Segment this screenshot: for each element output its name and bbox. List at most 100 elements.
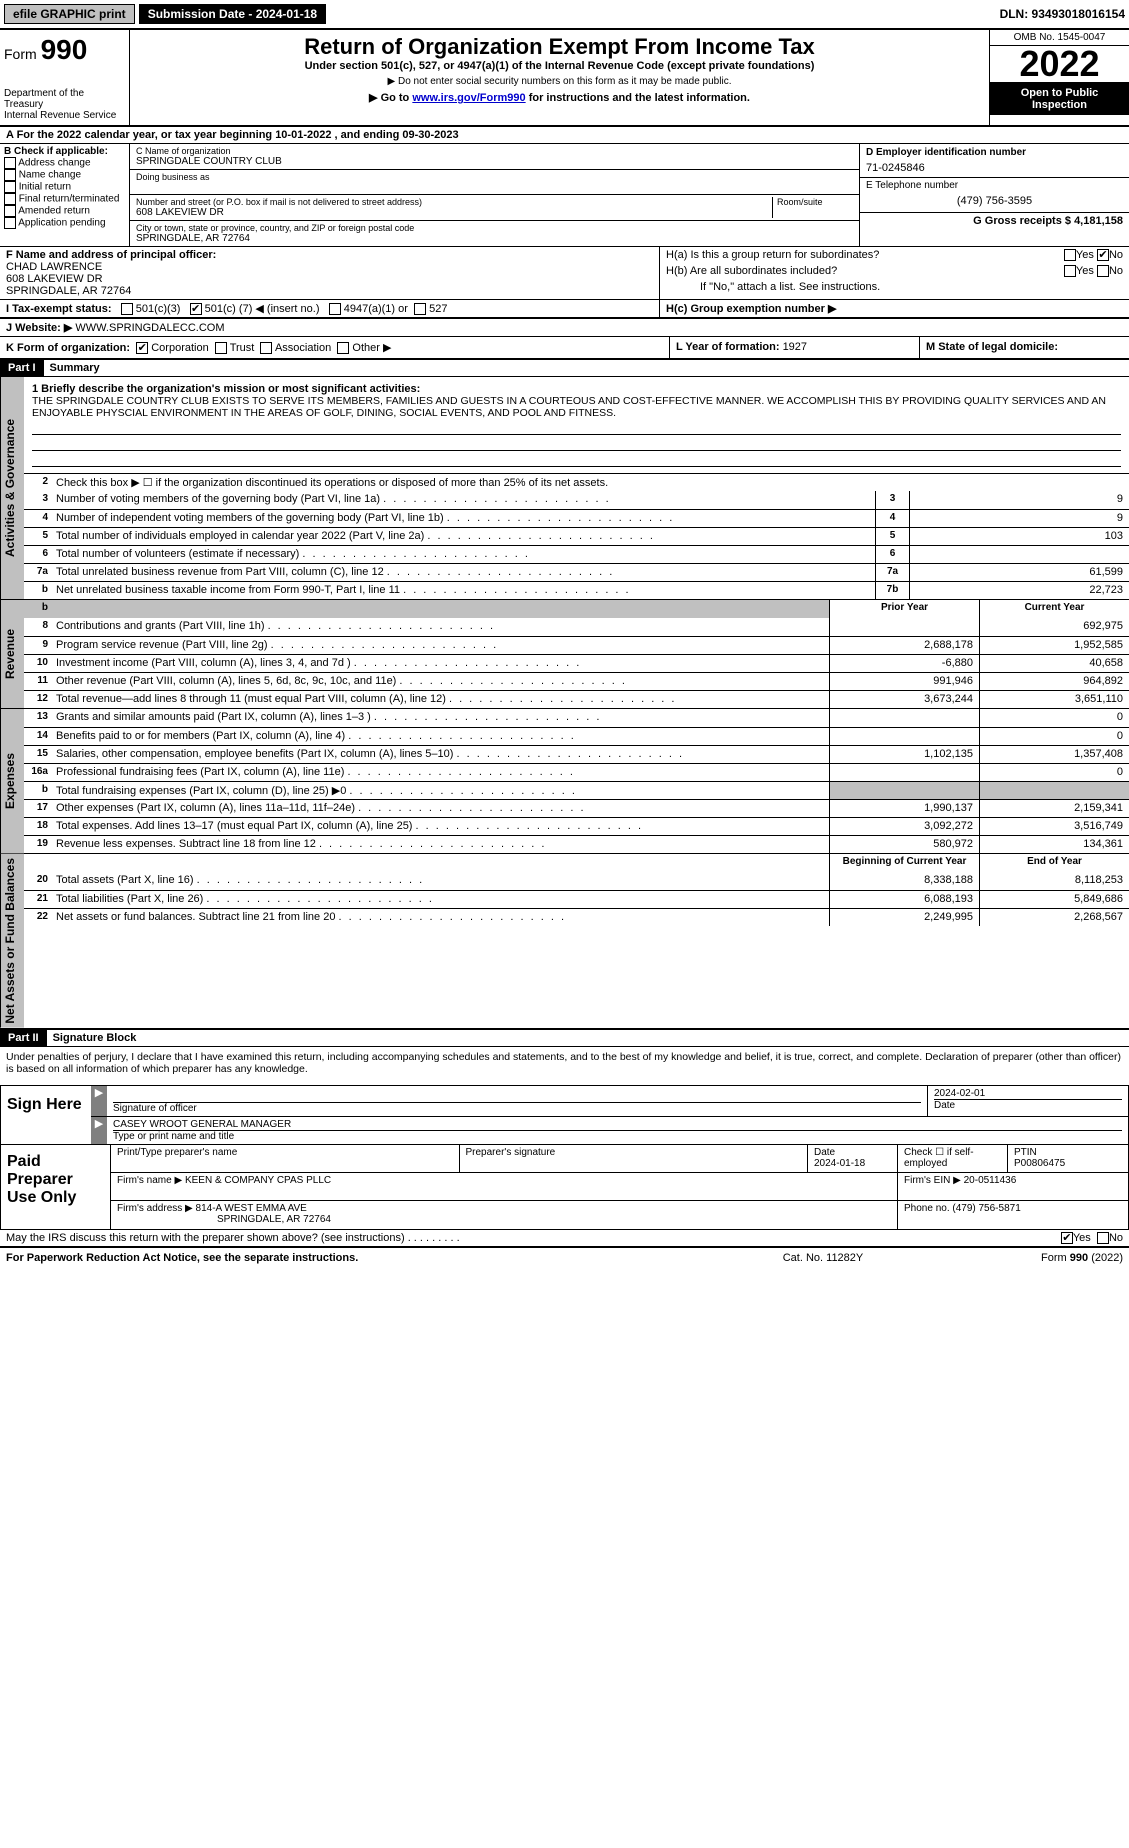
discuss-yes[interactable]: ✔ <box>1061 1232 1073 1244</box>
footer-mid: Cat. No. 11282Y <box>723 1252 923 1264</box>
line-num: 21 <box>24 891 52 908</box>
line-desc: Number of independent voting members of … <box>52 510 875 527</box>
officer-addr1: 608 LAKEVIEW DR <box>6 273 103 285</box>
line-desc: Total unrelated business revenue from Pa… <box>52 564 875 581</box>
line-value: 103 <box>909 528 1129 545</box>
ha-no[interactable]: ✔ <box>1097 249 1109 261</box>
opt-501c-post: ) ◀ (insert no.) <box>249 303 320 315</box>
dba-label: Doing business as <box>136 172 853 182</box>
gov-line-7a: 7aTotal unrelated business revenue from … <box>24 563 1129 581</box>
chk-address[interactable] <box>4 157 16 169</box>
phone-value: (479) 756-3595 <box>866 195 1123 207</box>
line-num: 16a <box>24 764 52 781</box>
sig-date-value: 2024-02-01 <box>934 1088 1122 1099</box>
line-desc: Net unrelated business taxable income fr… <box>52 582 875 599</box>
line-num: 6 <box>24 546 52 563</box>
irs-link[interactable]: www.irs.gov/Form990 <box>412 92 525 104</box>
addr-label: Number and street (or P.O. box if mail i… <box>136 197 768 207</box>
hb-label: H(b) Are all subordinates included? <box>666 265 837 277</box>
chk-corp[interactable]: ✔ <box>136 342 148 354</box>
chk-pending[interactable] <box>4 217 16 229</box>
chk-trust[interactable] <box>215 342 227 354</box>
chk-501c3[interactable] <box>121 303 133 315</box>
line-desc: Benefits paid to or for members (Part IX… <box>52 728 829 745</box>
line-desc: Number of voting members of the governin… <box>52 491 875 509</box>
type-name-label: Type or print name and title <box>113 1130 1122 1142</box>
penalty-text: Under penalties of perjury, I declare th… <box>0 1047 1129 1079</box>
chk-527[interactable] <box>414 303 426 315</box>
lbl-pending: Application pending <box>18 218 105 229</box>
form-org-label: K Form of organization: <box>6 342 130 354</box>
street-address: 608 LAKEVIEW DR <box>136 207 768 218</box>
prior-value: 8,338,188 <box>829 872 979 890</box>
year-formation: 1927 <box>783 341 807 353</box>
mission-block: 1 Briefly describe the organization's mi… <box>24 377 1129 473</box>
part1-header-row: Part I Summary <box>0 360 1129 377</box>
line-b: bTotal fundraising expenses (Part IX, co… <box>24 781 1129 799</box>
line-desc: Total number of volunteers (estimate if … <box>52 546 875 563</box>
line-desc: Total fundraising expenses (Part IX, col… <box>52 782 829 799</box>
side-netassets: Net Assets or Fund Balances <box>0 854 24 1028</box>
current-value: 3,651,110 <box>979 691 1129 708</box>
part1-badge: Part I <box>0 360 44 376</box>
prior-value: 580,972 <box>829 836 979 853</box>
form-title: Return of Organization Exempt From Incom… <box>134 34 985 60</box>
row-a-text: A For the 2022 calendar year, or tax yea… <box>6 129 459 141</box>
sig-date-label: Date <box>934 1099 1122 1111</box>
chk-assoc[interactable] <box>260 342 272 354</box>
prep-sig-label: Preparer's signature <box>460 1145 809 1172</box>
chk-final[interactable] <box>4 193 16 205</box>
line-value <box>909 546 1129 563</box>
sig-officer-label: Signature of officer <box>113 1102 921 1114</box>
firm-ein-label: Firm's EIN ▶ <box>904 1175 964 1186</box>
prior-value: 2,249,995 <box>829 909 979 926</box>
line2-desc: Check this box ▶ ☐ if the organization d… <box>52 474 1129 491</box>
current-value: 964,892 <box>979 673 1129 690</box>
line-box: 3 <box>875 491 909 509</box>
chk-initial[interactable] <box>4 181 16 193</box>
line-value: 61,599 <box>909 564 1129 581</box>
part1-title: Summary <box>44 360 106 376</box>
line-value: 9 <box>909 510 1129 527</box>
discuss-no[interactable] <box>1097 1232 1109 1244</box>
current-value: 5,849,686 <box>979 891 1129 908</box>
footer: For Paperwork Reduction Act Notice, see … <box>0 1247 1129 1268</box>
line-num: 12 <box>24 691 52 708</box>
chk-4947[interactable] <box>329 303 341 315</box>
chk-other[interactable] <box>337 342 349 354</box>
chk-name[interactable] <box>4 169 16 181</box>
line-box: 4 <box>875 510 909 527</box>
firm-ein: 20-0511436 <box>964 1175 1017 1186</box>
line-box: 7a <box>875 564 909 581</box>
hb-yes[interactable] <box>1064 265 1076 277</box>
prior-value: -6,880 <box>829 655 979 672</box>
gross-value: 4,181,158 <box>1074 215 1123 227</box>
hb-no[interactable] <box>1097 265 1109 277</box>
side-revenue: Revenue <box>0 600 24 708</box>
box-c: C Name of organization SPRINGDALE COUNTR… <box>130 144 859 246</box>
sign-here-table: Sign Here ▶ Signature of officer 2024-02… <box>0 1085 1129 1145</box>
firm-name-label: Firm's name ▶ <box>117 1175 185 1186</box>
opt-other: Other ▶ <box>352 342 391 354</box>
line-9: 9Program service revenue (Part VIII, lin… <box>24 636 1129 654</box>
current-value: 2,159,341 <box>979 800 1129 817</box>
firm-addr2: SPRINGDALE, AR 72764 <box>117 1214 331 1225</box>
prep-self-employed: Check ☐ if self-employed <box>898 1145 1008 1172</box>
section-fh: F Name and address of principal officer:… <box>0 247 1129 300</box>
col-current: Current Year <box>979 600 1129 618</box>
gov-line-3: 3Number of voting members of the governi… <box>24 491 1129 509</box>
line-num: 17 <box>24 800 52 817</box>
chk-501c[interactable]: ✔ <box>190 303 202 315</box>
officer-addr2: SPRINGDALE, AR 72764 <box>6 285 131 297</box>
submission-date: Submission Date - 2024-01-18 <box>139 4 326 24</box>
hc-label: H(c) Group exemption number ▶ <box>666 303 836 315</box>
ha-yes[interactable] <box>1064 249 1076 261</box>
chk-amended[interactable] <box>4 205 16 217</box>
header-right: OMB No. 1545-0047 2022 Open to Public In… <box>989 30 1129 125</box>
gov-line-7b: bNet unrelated business taxable income f… <box>24 581 1129 599</box>
lbl-address: Address change <box>18 158 90 169</box>
current-value: 0 <box>979 709 1129 727</box>
row-j: J Website: ▶ WWW.SPRINGDALECC.COM <box>0 318 1129 337</box>
prior-value: 1,102,135 <box>829 746 979 763</box>
line-desc: Total liabilities (Part X, line 26) <box>52 891 829 908</box>
